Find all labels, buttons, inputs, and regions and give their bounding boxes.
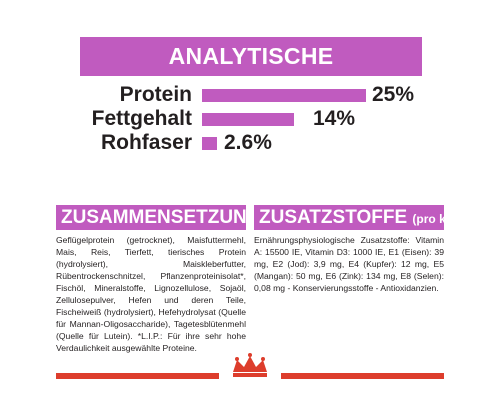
value-protein: 25% xyxy=(372,83,415,106)
analytics-row-rohfaser: Rohfaser xyxy=(60,132,192,154)
additives-subtitle: (pro kg) xyxy=(412,212,444,226)
analytics-row-fettgehalt: Fettgehalt xyxy=(60,108,192,130)
footer-line-right xyxy=(281,373,444,379)
row-label: Fettgehalt xyxy=(91,107,192,130)
bar-fettgehalt xyxy=(202,113,294,126)
additives-text: Ernährungsphysiologische Zusatzstoffe: V… xyxy=(254,235,444,293)
composition-text: Geflügelprotein (getrocknet), Maisfutter… xyxy=(56,235,246,353)
additives-title: ZUSATZSTOFFE (pro kg) xyxy=(254,205,444,230)
bar-protein xyxy=(202,89,366,102)
row-label: Protein xyxy=(119,83,192,106)
royal-canin-crown-logo-icon xyxy=(233,353,267,382)
value-rohfaser: 2.6% xyxy=(224,131,272,154)
row-label: Rohfaser xyxy=(100,131,192,154)
value-fettgehalt: 14% xyxy=(313,107,356,130)
bar-rohfaser xyxy=(202,137,217,150)
analytics-row-protein: Protein xyxy=(80,84,192,106)
composition-title: ZUSAMMENSETZUNG xyxy=(56,205,246,230)
footer-line-left xyxy=(56,373,219,379)
analytics-title: ANALYTISCHE BESTANDTEILE xyxy=(80,37,422,108)
